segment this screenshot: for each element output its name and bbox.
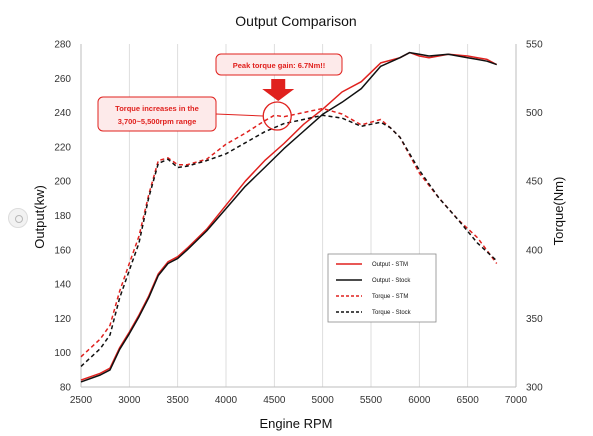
chart-title: Output Comparison <box>235 13 356 29</box>
legend-box <box>327 253 437 323</box>
down-arrow-icon <box>262 79 295 101</box>
right-tick-label: 550 <box>526 40 543 51</box>
x-tick-label: 7000 <box>505 395 528 406</box>
left-axis-label: Output(kw) <box>32 185 47 249</box>
series-line-torque-stock <box>80 114 498 367</box>
x-tick-label: 6500 <box>457 395 480 406</box>
right-tick-label: 500 <box>526 108 543 119</box>
range-note-connector <box>215 113 264 117</box>
series <box>80 51 498 383</box>
annotations: Peak torque gain: 6.7Nm!! Torque increase… <box>97 53 343 132</box>
grid <box>80 44 517 388</box>
x-tick-label: 3000 <box>118 395 141 406</box>
legend-label: Torque - STM <box>372 294 408 300</box>
left-tick-label: 260 <box>54 74 71 85</box>
x-tick-label: 6000 <box>408 395 431 406</box>
left-tick-label: 120 <box>54 314 71 325</box>
right-tick-label: 450 <box>526 177 543 188</box>
series-line-output-stock <box>80 51 497 383</box>
x-tick-label: 4000 <box>215 395 238 406</box>
range-note-line-1: Torque increases in the <box>115 104 199 113</box>
left-tick-label: 240 <box>54 108 71 119</box>
x-tick-label: 5000 <box>312 395 335 406</box>
left-tick-label: 200 <box>54 177 71 188</box>
x-tick-label: 3500 <box>167 395 190 406</box>
legend-label: Output - Stock <box>372 278 411 284</box>
left-tick-label: 100 <box>54 348 71 359</box>
peak-gain-box <box>215 53 343 76</box>
left-tick-label: 80 <box>60 383 72 394</box>
right-axis-label: Torque(Nm) <box>551 177 566 246</box>
left-tick-label: 280 <box>54 40 71 51</box>
x-tick-label: 5500 <box>360 395 383 406</box>
right-axis-ticks: 300 350 400 450 500 550 <box>526 40 543 394</box>
right-tick-label: 400 <box>526 245 543 256</box>
range-note-line-2: 3,700~5,500rpm range <box>118 117 197 126</box>
legend-label: Output - STM <box>372 262 408 268</box>
legend-label: Torque - Stock <box>372 310 412 316</box>
x-axis-ticks: 2500 3000 3500 4000 4500 5000 5500 6000 6500 7000 <box>70 395 528 406</box>
left-axis-ticks: 80 100 120 140 160 180 200 220 240 260 280 <box>54 40 71 394</box>
series-line-output-stm <box>80 51 498 381</box>
x-axis-label: Engine RPM <box>260 416 333 431</box>
peak-gain-text: Peak torque gain: 6.7Nm!! <box>233 61 326 70</box>
x-tick-label: 2500 <box>70 395 93 406</box>
carousel-prev-button[interactable] <box>8 208 28 228</box>
left-tick-label: 220 <box>54 142 71 153</box>
left-tick-label: 160 <box>54 245 71 256</box>
x-tick-label: 4500 <box>263 395 286 406</box>
left-tick-label: 180 <box>54 211 71 222</box>
legend: Output - STM Output - Stock Torque - STM To… <box>327 253 437 323</box>
right-tick-label: 300 <box>526 383 543 394</box>
right-tick-label: 350 <box>526 314 543 325</box>
left-tick-label: 140 <box>54 280 71 291</box>
